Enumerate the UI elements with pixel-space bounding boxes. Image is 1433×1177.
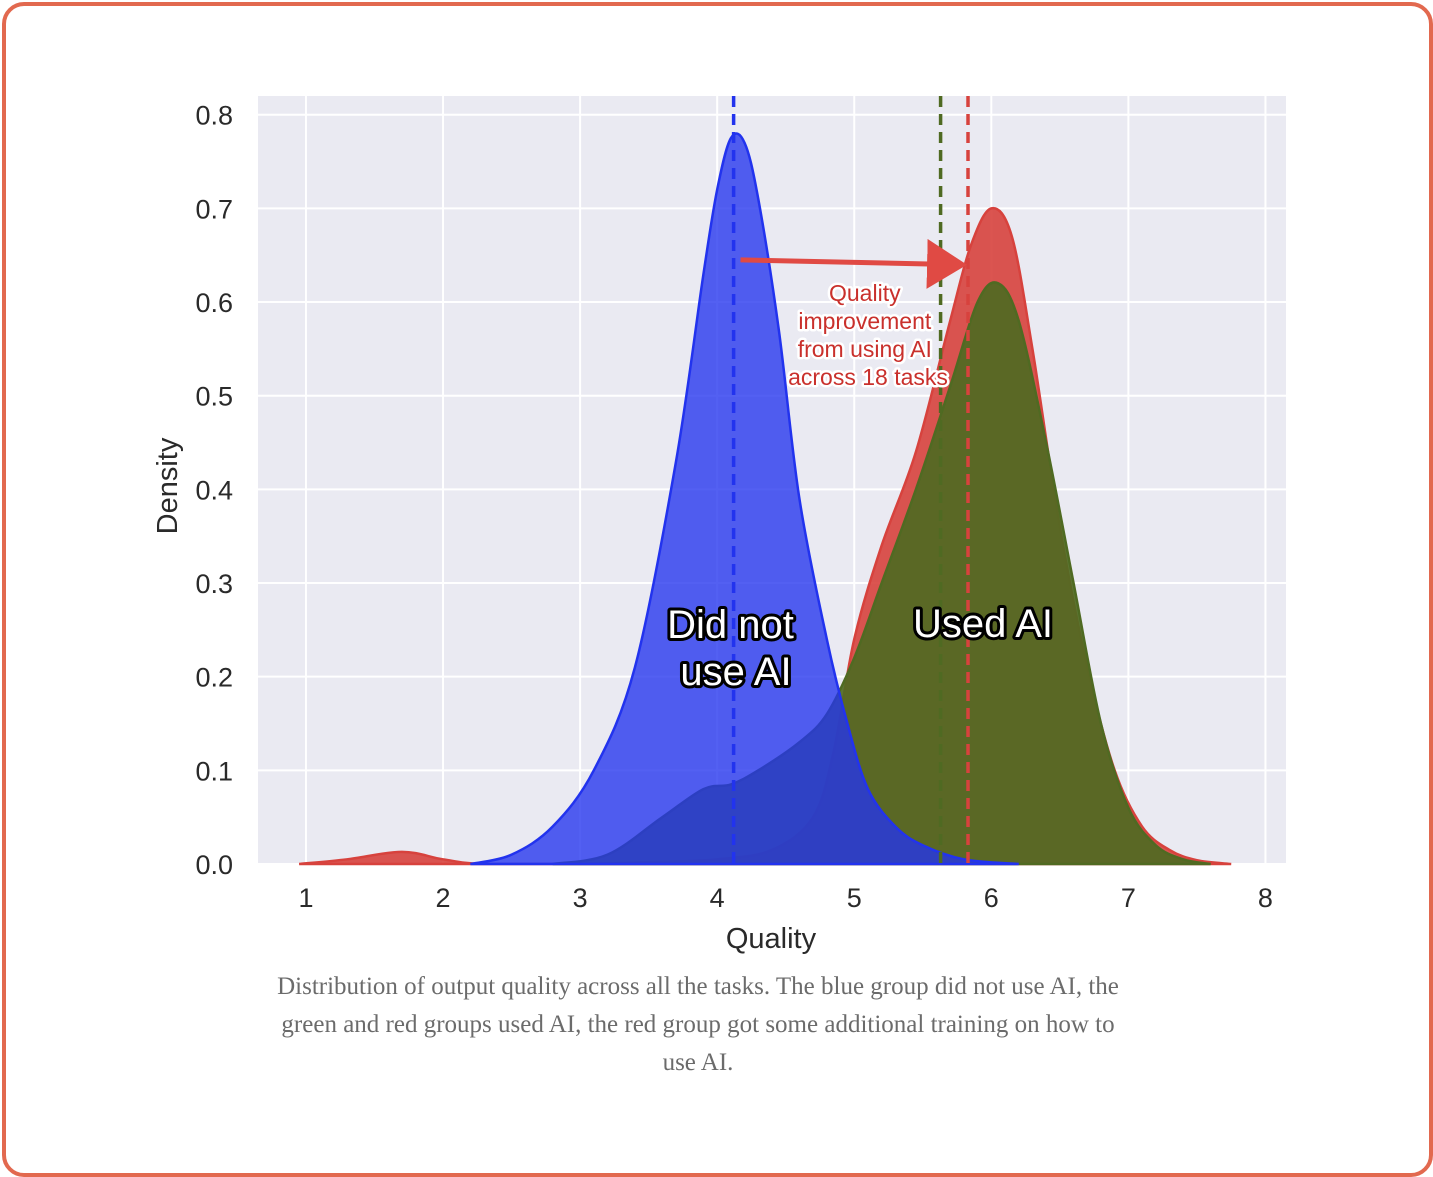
y-tick-label: 0.2 <box>195 663 233 693</box>
did-not-use-ai-line-1: Did not <box>667 603 794 647</box>
caption-line: Distribution of output quality across al… <box>277 973 1119 1000</box>
y-tick-label: 0.5 <box>195 382 233 412</box>
improvement-note-line-3: from using AI <box>798 336 932 362</box>
axis-ticks: 1 2 3 4 5 6 7 8 0.0 0.1 0.2 0.3 0.4 0.5 0.6 0.7 0.8 <box>195 101 1273 913</box>
density-areas <box>298 132 1232 866</box>
blue-density-area <box>470 132 1019 866</box>
improvement-note-line-4: across 18 tasks <box>788 364 948 390</box>
y-tick-label: 0.4 <box>195 475 233 505</box>
figure-caption: Distribution of output quality across al… <box>210 968 1186 1082</box>
x-tick-label: 7 <box>1121 883 1136 913</box>
x-axis-label: Quality <box>726 923 817 955</box>
mean-lines <box>731 96 970 864</box>
y-tick-label: 0.8 <box>195 101 233 131</box>
x-tick-label: 6 <box>984 883 999 913</box>
x-tick-label: 8 <box>1258 883 1273 913</box>
y-tick-label: 0.7 <box>195 194 233 224</box>
y-tick-label: 0.0 <box>195 850 233 880</box>
y-tick-label: 0.1 <box>195 756 233 786</box>
improvement-note-line-2: improvement <box>798 308 932 334</box>
y-tick-label: 0.3 <box>195 569 233 599</box>
density-chart: 1 2 3 4 5 6 7 8 0.0 0.1 0.2 0.3 0.4 0.5 0.6 0.7 0.8 Qual… <box>152 96 1286 955</box>
did-not-use-ai-label: Did not use AI <box>667 603 805 694</box>
improvement-arrow <box>740 238 968 289</box>
x-tick-label: 1 <box>298 883 313 913</box>
x-tick-label: 4 <box>710 883 725 913</box>
x-tick-label: 3 <box>573 883 588 913</box>
improvement-note: Quality improvement from using AI across… <box>788 280 948 390</box>
y-tick-label: 0.6 <box>195 288 233 318</box>
used-ai-label: Used AI <box>913 602 1053 646</box>
improvement-note-line-1: Quality <box>829 280 901 306</box>
x-tick-label: 5 <box>847 883 862 913</box>
y-axis-label: Density <box>152 437 184 534</box>
caption-line: green and red groups used AI, the red gr… <box>281 1011 1115 1038</box>
caption-line: use AI. <box>662 1049 734 1076</box>
did-not-use-ai-line-2: use AI <box>680 650 791 694</box>
x-tick-label: 2 <box>436 883 451 913</box>
